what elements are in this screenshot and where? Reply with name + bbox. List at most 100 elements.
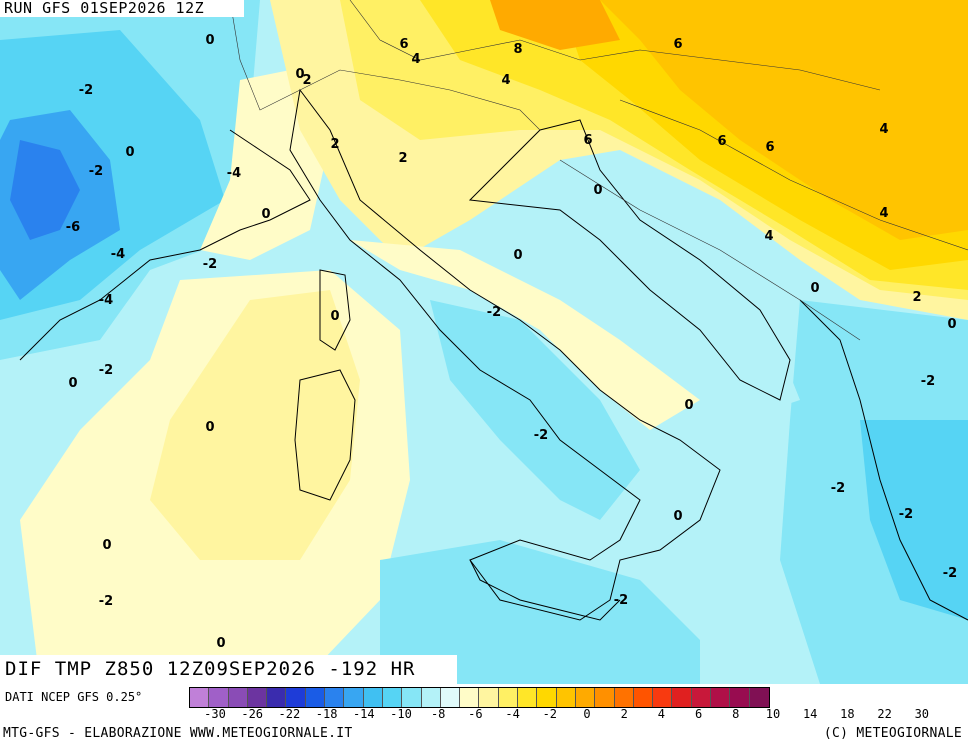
- coastlines: [19, 88, 968, 621]
- contour-label: 0: [68, 376, 77, 391]
- legend-swatch: [537, 688, 557, 707]
- legend-tick-label: -8: [430, 707, 446, 721]
- legend-swatch: [382, 688, 403, 707]
- legend-swatch: [653, 688, 673, 707]
- contour-label: 0: [673, 509, 682, 524]
- contour-label: -2: [487, 305, 501, 320]
- contour-label: 0: [102, 538, 111, 553]
- contour-label: 0: [684, 398, 693, 413]
- contour-label: 2: [912, 290, 921, 305]
- legend-swatch: [363, 688, 383, 707]
- legend-tick-label: -22: [278, 707, 301, 721]
- legend-tick-label: -14: [352, 707, 375, 721]
- legend-swatch: [672, 688, 692, 707]
- contour-label: 4: [764, 229, 773, 244]
- contour-label: -2: [921, 374, 935, 389]
- legend-tick-label: 10: [765, 707, 781, 721]
- contour-labels: 0 6 4 8 6 -2 0 2 4 2 6 0 -2 -4 2 6 6 4 0…: [66, 33, 957, 609]
- legend-swatch: [460, 688, 480, 707]
- field-hot-core: [490, 0, 620, 50]
- contour-label: -4: [227, 166, 241, 181]
- run-title: RUN GFS 01SEP2026 12Z: [0, 0, 245, 17]
- contour-label: 6: [583, 133, 592, 148]
- contour-label: 0: [810, 281, 819, 296]
- legend-tick-label: -26: [241, 707, 264, 721]
- legend-tick-label: 8: [732, 707, 740, 721]
- legend-swatch: [190, 688, 210, 707]
- contour-label: 2: [330, 137, 339, 152]
- plot-title: DIF TMP Z850 12Z09SEP2026 -192 HR: [0, 655, 457, 684]
- legend-tick-label: -6: [468, 707, 483, 721]
- contour-label: -2: [614, 593, 628, 608]
- contour-label: -4: [99, 293, 113, 308]
- legend-swatch: [749, 688, 769, 707]
- legend-tick-label: -30: [204, 707, 226, 721]
- contour-label: 4: [879, 206, 888, 221]
- contour-label-extra: 0: [216, 636, 225, 651]
- contour-label: 8: [513, 42, 522, 57]
- field-warm-italy: [350, 240, 700, 430]
- color-legend-bar: [189, 687, 770, 708]
- contour-label: 0: [205, 33, 214, 48]
- legend-tick-label: 0: [583, 707, 591, 721]
- legend-swatch: [344, 688, 364, 707]
- contour-label: -2: [99, 363, 113, 378]
- contour-label: -2: [899, 507, 913, 522]
- legend-swatch: [402, 688, 422, 707]
- contour-label: -6: [66, 220, 80, 235]
- legend-tick-label: 6: [694, 707, 703, 721]
- footer: DATI NCEP GFS 0.25° -30 -26 -22 -18 -14 -10 -8…: [0, 684, 968, 745]
- legend-swatch: [614, 688, 634, 707]
- contour-label: 6: [717, 134, 726, 149]
- field-cool-south: [380, 540, 700, 684]
- contour-label: 0: [295, 67, 304, 82]
- contour-label: 2: [302, 73, 311, 88]
- contour-label: 0: [205, 420, 214, 435]
- country-borders: [229, 0, 968, 341]
- contour-label: -2: [534, 428, 548, 443]
- legend-swatch: [247, 688, 268, 707]
- legend-swatch: [711, 688, 731, 707]
- legend-swatch: [633, 688, 654, 707]
- legend-tick-label: -2: [542, 707, 558, 721]
- legend-swatch: [325, 688, 345, 707]
- copyright-label: (C) METEOGIORNALE: [823, 726, 962, 741]
- contour-label: -2: [89, 164, 103, 179]
- data-source-label: DATI NCEP GFS 0.25°: [5, 690, 143, 704]
- contour-label: 4: [879, 122, 888, 137]
- legend-tick-label: 14: [802, 707, 818, 721]
- color-legend-ticks: -30 -26 -22 -18 -14 -10 -8 -6 -4 -2 0 2 4 6 8 10 14 18 22 3…: [189, 707, 967, 725]
- legend-tick-label: -10: [390, 707, 412, 721]
- contour-label: -2: [203, 257, 217, 272]
- legend-swatch: [498, 688, 519, 707]
- contour-label: 0: [513, 248, 522, 263]
- legend-swatch: [595, 688, 615, 707]
- legend-tick-label: 4: [657, 707, 666, 721]
- temperature-anomaly-map: 0 6 4 8 6 -2 0 2 4 2 6 0 -2 -4 2 6 6 4 0…: [0, 0, 968, 684]
- contour-label: -2: [99, 594, 113, 609]
- field-cool-adriatic: [560, 160, 800, 420]
- legend-tick-label: -4: [505, 707, 520, 721]
- contour-label: 2: [398, 151, 407, 166]
- contour-label: 0: [125, 145, 134, 160]
- contour-label: 6: [399, 37, 408, 52]
- contour-label: -2: [79, 83, 93, 98]
- field-cool-tyrrhenian: [430, 300, 640, 520]
- legend-tick-label: -18: [315, 707, 338, 721]
- field-colder-southeast: [860, 420, 968, 620]
- legend-swatch: [421, 688, 441, 707]
- contour-label: 0: [261, 207, 270, 222]
- legend-swatch: [286, 688, 306, 707]
- contour-label: 0: [593, 183, 602, 198]
- legend-swatch: [305, 688, 326, 707]
- legend-tick-label: 22: [877, 707, 892, 721]
- contour-label: -2: [831, 481, 845, 496]
- field-cold-core: [10, 140, 80, 240]
- legend-swatch: [691, 688, 712, 707]
- contour-label: -2: [943, 566, 957, 581]
- contour-label: 0: [947, 317, 956, 332]
- contour-label: 4: [501, 73, 510, 88]
- legend-swatch: [440, 688, 461, 707]
- legend-swatch: [228, 688, 248, 707]
- legend-tick-label: 18: [840, 707, 855, 721]
